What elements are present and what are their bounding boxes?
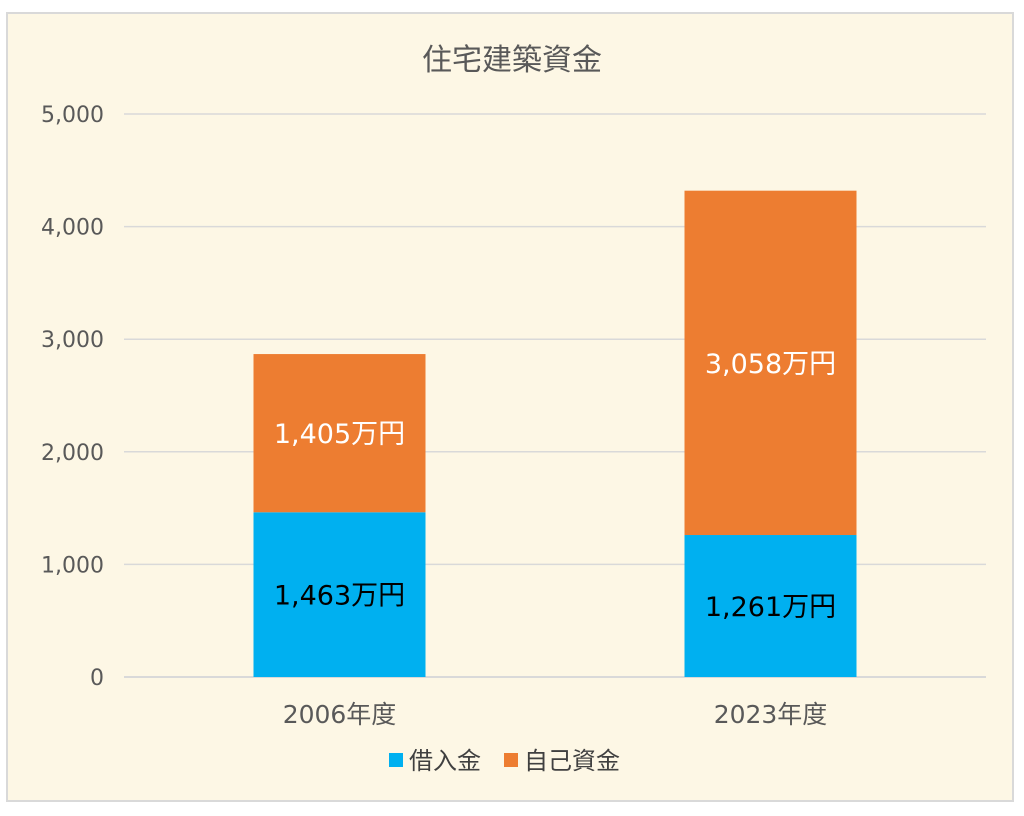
y-tick-label: 2,000 xyxy=(41,441,104,466)
bar-segment xyxy=(684,535,857,677)
gridlines xyxy=(124,113,986,678)
data-labels: 1,463万円 1,405万円 1,261万円 3,058万円 xyxy=(274,349,836,623)
bar-segment xyxy=(253,354,426,513)
chart-title: 住宅建築資金 xyxy=(422,43,602,78)
data-label: 1,261万円 xyxy=(705,592,836,623)
bar-segment xyxy=(253,512,426,677)
x-category-label: 2006年度 xyxy=(283,700,397,729)
y-tick-label: 1,000 xyxy=(41,553,104,578)
legend-swatch xyxy=(504,753,518,767)
y-tick-label: 3,000 xyxy=(41,328,104,353)
y-tick-label: 5,000 xyxy=(41,103,104,128)
legend: 借入金 自己資金 xyxy=(389,747,620,775)
bars xyxy=(253,190,857,677)
x-category-label: 2023年度 xyxy=(714,700,828,729)
data-label: 1,463万円 xyxy=(274,581,405,612)
y-tick-label: 0 xyxy=(90,666,104,691)
legend-label: 自己資金 xyxy=(524,747,620,775)
bar-segment xyxy=(684,190,857,536)
data-label: 1,405万円 xyxy=(274,419,405,450)
legend-swatch xyxy=(389,753,403,767)
x-axis-category-labels: 2006年度 2023年度 xyxy=(283,700,828,729)
legend-label: 借入金 xyxy=(409,747,481,775)
data-label: 3,058万円 xyxy=(705,349,836,380)
y-tick-label: 4,000 xyxy=(41,216,104,241)
y-axis-tick-labels: 0 1,000 2,000 3,000 4,000 5,000 xyxy=(41,103,104,691)
